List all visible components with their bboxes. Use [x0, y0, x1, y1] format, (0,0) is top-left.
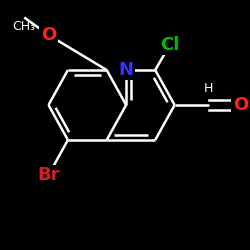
- Text: O: O: [233, 96, 248, 114]
- Text: Cl: Cl: [160, 36, 180, 54]
- Text: Br: Br: [37, 166, 60, 184]
- Text: CH₃: CH₃: [13, 20, 36, 33]
- Text: H: H: [204, 82, 213, 95]
- Text: N: N: [118, 61, 134, 79]
- Text: O: O: [41, 26, 56, 44]
